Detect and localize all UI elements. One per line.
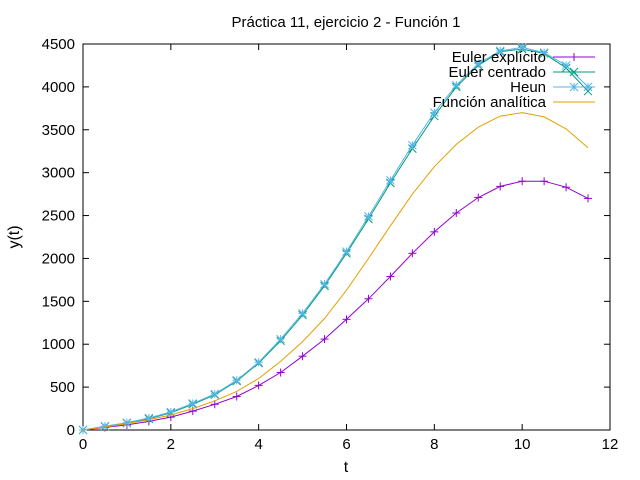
data-point — [473, 59, 483, 69]
y-axis-label: y(t) — [6, 225, 23, 248]
data-point — [386, 272, 395, 281]
data-point — [342, 247, 351, 256]
data-point — [496, 182, 505, 191]
data-point — [517, 43, 527, 52]
legend-item: Euler explícito — [452, 49, 595, 66]
x-tick-label: 6 — [342, 436, 350, 453]
data-point — [569, 82, 579, 92]
data-point — [342, 315, 351, 324]
data-point — [495, 46, 505, 56]
x-tick-label: 2 — [167, 436, 175, 453]
data-point — [298, 352, 307, 361]
data-point — [298, 308, 307, 318]
series-line — [82, 112, 589, 431]
data-point — [232, 392, 241, 401]
y-tick-label: 3500 — [42, 122, 75, 139]
series-line — [82, 180, 589, 431]
x-axis: 0 2 4 6 8 10 12 — [79, 44, 619, 453]
series-line — [82, 46, 589, 431]
data-point — [320, 279, 329, 289]
data-point — [540, 177, 549, 186]
chart-title: Práctica 11, ejercicio 2 - Función 1 — [232, 14, 461, 31]
data-point — [429, 108, 439, 117]
legend-item: Euler centrado — [448, 64, 595, 81]
data-point — [320, 335, 329, 344]
y-tick-label: 1500 — [42, 293, 75, 310]
data-point — [122, 418, 132, 428]
data-point — [144, 413, 154, 423]
x-tick-label: 10 — [514, 436, 531, 453]
data-point — [569, 67, 579, 77]
series-3 — [82, 112, 589, 431]
y-tick-label: 1000 — [42, 336, 75, 353]
data-point — [276, 334, 285, 344]
data-point — [561, 61, 571, 70]
data-point — [188, 399, 198, 408]
data-point — [570, 53, 578, 61]
data-point — [232, 375, 242, 385]
y-tick-label: 0 — [67, 422, 75, 439]
y-tick-label: 4000 — [42, 79, 75, 96]
series-0 — [79, 177, 593, 434]
x-tick-label: 0 — [79, 436, 87, 453]
data-point — [474, 193, 483, 202]
legend-label: Función analítica — [433, 94, 547, 111]
data-point — [584, 194, 593, 203]
data-point — [254, 381, 263, 390]
legend-label: Euler explícito — [452, 49, 546, 66]
data-point — [583, 86, 593, 96]
data-point — [430, 227, 439, 236]
x-axis-label: t — [344, 459, 349, 476]
data-point — [210, 400, 219, 409]
y-tick-label: 3000 — [42, 165, 75, 182]
y-tick-label: 4500 — [42, 36, 75, 53]
y-tick-label: 2000 — [42, 250, 75, 267]
data-point — [408, 249, 417, 258]
data-point — [100, 421, 110, 431]
x-tick-label: 8 — [430, 436, 438, 453]
series-layer — [78, 43, 593, 435]
legend-label: Heun — [510, 79, 546, 96]
data-point — [364, 212, 373, 221]
y-tick-label: 2500 — [42, 208, 75, 225]
data-point — [452, 208, 461, 217]
data-point — [539, 48, 549, 57]
data-point — [386, 176, 395, 185]
x-tick-label: 4 — [254, 436, 262, 453]
series-2 — [78, 43, 593, 435]
data-point — [408, 140, 417, 150]
data-point — [210, 389, 220, 399]
data-point — [276, 368, 285, 377]
data-point — [518, 177, 527, 186]
x-tick-label: 12 — [602, 436, 619, 453]
legend-label: Euler centrado — [448, 64, 546, 81]
y-tick-label: 500 — [50, 379, 75, 396]
data-point — [562, 183, 571, 192]
data-point — [451, 80, 461, 90]
legend-item: Función analítica — [433, 94, 595, 111]
data-point — [364, 294, 373, 303]
y-axis: 0 500 1000 1500 2000 2500 3000 3500 4000 4500 — [42, 36, 610, 439]
data-point — [254, 357, 264, 367]
legend-item: Heun — [510, 79, 595, 96]
